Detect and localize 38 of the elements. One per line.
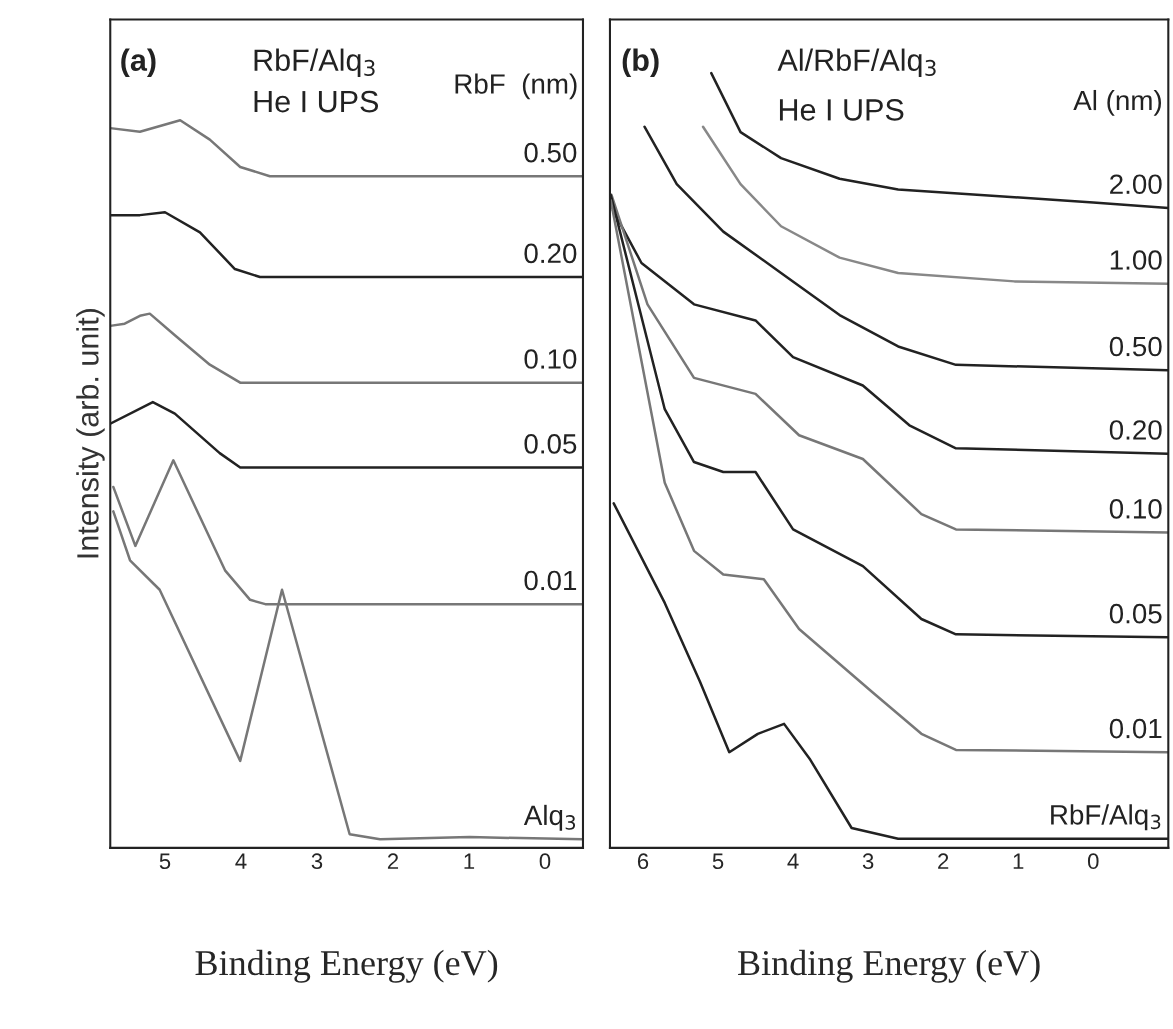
series-label: 0.50 [524, 142, 577, 163]
series-label: 0.20 [524, 243, 577, 264]
x-tick-label: 0 [539, 853, 551, 870]
x-tick-label: 4 [787, 853, 799, 869]
x-tick-label: 2 [938, 853, 949, 869]
x-tick-label: 6 [637, 853, 649, 870]
x-tick-label: 2 [387, 853, 399, 869]
annotation: Al (nm) [1073, 89, 1161, 116]
x-tick-label: 3 [862, 853, 874, 870]
y-axis-title: Intensity (arb. unit) [76, 309, 105, 558]
x-tick-label: 4 [235, 853, 247, 869]
annotation: Al/RbF/Alq$_{3}$ [777, 48, 936, 78]
series-label: 0.50 [1109, 336, 1162, 357]
x-axis-title: Binding Energy (eV) [738, 949, 1040, 983]
text: (a) [121, 48, 156, 78]
series-label: 0.01 [524, 570, 577, 591]
series-label: RbF/Alq$_{3}$ [1051, 804, 1161, 831]
series-label: 0.05 [1109, 603, 1162, 624]
x-tick-label: 1 [464, 853, 475, 869]
series-label: 0.01 [1109, 718, 1162, 739]
series-label: 1.00 [1110, 250, 1162, 270]
series-label: Alq$_{3}$ [523, 804, 576, 831]
text: RbF (nm) [455, 73, 577, 100]
series-label: 0.20 [1109, 420, 1162, 440]
x-tick-label: 5 [159, 853, 171, 870]
series-label: 2.00 [1110, 174, 1162, 195]
x-axis-title: Binding Energy (eV) [195, 949, 498, 983]
annotation: (b) [622, 48, 659, 78]
annotation: He I UPS [779, 99, 904, 121]
x-tick-label: 1 [1013, 853, 1024, 869]
x-tick-label: 0 [1087, 853, 1099, 870]
series-label: 0.10 [524, 349, 577, 369]
x-tick-label: 5 [712, 853, 724, 870]
x-tick-label: 3 [311, 853, 323, 870]
text: RbF/Alq$_{3}$ [254, 48, 375, 78]
series-label: 0.05 [524, 434, 577, 454]
text: He I UPS [254, 90, 379, 113]
series-label: 0.10 [1109, 498, 1162, 519]
